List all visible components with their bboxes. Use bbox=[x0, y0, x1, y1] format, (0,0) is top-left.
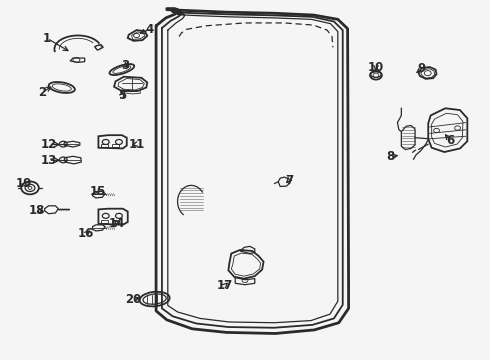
Text: 16: 16 bbox=[78, 227, 95, 240]
Text: 14: 14 bbox=[109, 216, 125, 230]
Text: 18: 18 bbox=[29, 204, 46, 217]
Text: 8: 8 bbox=[387, 150, 395, 163]
Text: 17: 17 bbox=[217, 279, 233, 292]
Bar bbox=[101, 144, 108, 147]
Bar bbox=[112, 144, 120, 147]
Text: 4: 4 bbox=[146, 23, 154, 36]
Bar bbox=[112, 220, 120, 223]
Text: 1: 1 bbox=[43, 32, 51, 45]
Text: 7: 7 bbox=[285, 174, 293, 186]
Text: 11: 11 bbox=[128, 138, 145, 150]
Text: 13: 13 bbox=[41, 154, 57, 167]
Text: 2: 2 bbox=[38, 86, 46, 99]
Bar bbox=[101, 220, 108, 223]
Text: 5: 5 bbox=[118, 89, 126, 102]
Text: 9: 9 bbox=[418, 62, 426, 75]
Text: 19: 19 bbox=[16, 177, 32, 190]
Text: 15: 15 bbox=[89, 185, 106, 198]
Text: 20: 20 bbox=[125, 293, 142, 306]
Text: 10: 10 bbox=[368, 60, 384, 73]
Text: 12: 12 bbox=[41, 138, 57, 150]
Text: 3: 3 bbox=[121, 59, 129, 72]
Text: 6: 6 bbox=[446, 134, 454, 147]
